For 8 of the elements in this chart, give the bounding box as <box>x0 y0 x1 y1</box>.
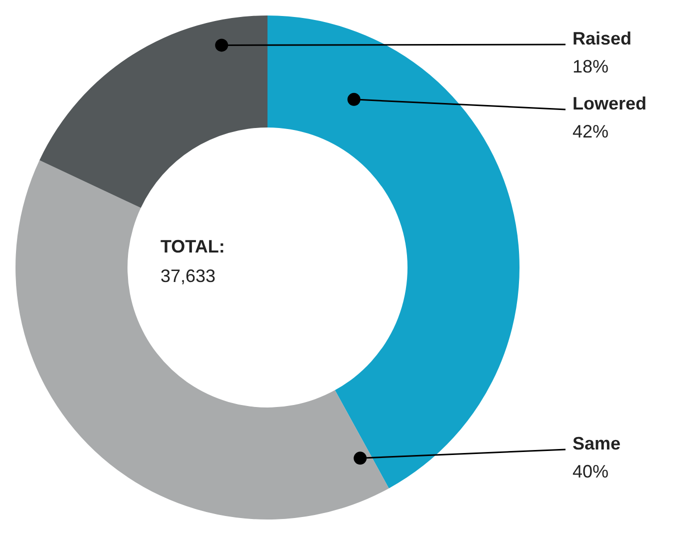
data-label: 42% <box>572 122 609 142</box>
text: 37,633 <box>160 266 216 286</box>
data-label: 40% <box>572 462 609 482</box>
slice-label: Lowered <box>572 94 647 114</box>
slice-label: Raised <box>572 28 632 48</box>
text: TOTAL: <box>160 236 225 256</box>
data-label: 18% <box>572 56 609 76</box>
slice-label: Same <box>572 434 621 454</box>
